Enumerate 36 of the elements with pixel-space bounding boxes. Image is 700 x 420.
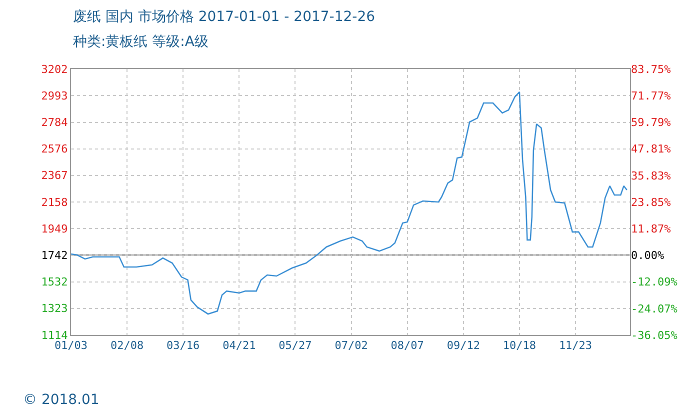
y-tick-label: 1949	[41, 222, 68, 236]
x-tick-label: 07/02	[334, 339, 368, 352]
x-tick-label: 08/07	[390, 339, 424, 352]
y-tick-label: 1114	[41, 328, 68, 342]
y-tick-label: 1742	[41, 248, 68, 262]
y2-tick-label: 0.00%	[631, 248, 664, 262]
y-tick-label: 2784	[41, 116, 68, 130]
x-tick-label: 04/21	[222, 339, 256, 352]
y-tick-label: 2576	[41, 142, 68, 156]
y-tick-label: 2158	[41, 196, 68, 209]
text: © 2018.01	[23, 392, 100, 408]
x-tick-label: 10/18	[502, 339, 536, 352]
y2-tick-label: -12.09%	[631, 276, 678, 289]
y-tick-label: 1323	[41, 302, 68, 316]
x-tick-label: 11/23	[558, 339, 592, 352]
y-tick-label: 3202	[41, 62, 68, 76]
y2-tick-label: -36.05%	[631, 328, 678, 342]
line-series	[71, 91, 628, 315]
y2-tick-label: 23.85%	[631, 196, 672, 209]
chart-subtitle: 种类:黄板纸 等级:A级	[73, 34, 208, 50]
y2-tick-label: 11.87%	[631, 222, 672, 236]
y-tick-label: 2993	[41, 89, 68, 102]
y2-tick-label: 71.77%	[631, 89, 672, 102]
y-tick-label: 2367	[41, 169, 68, 182]
y2-tick-label: 35.83%	[631, 169, 672, 182]
x-tick-label: 09/12	[446, 339, 480, 352]
y2-tick-label: 59.79%	[631, 116, 672, 130]
x-tick-label: 02/08	[110, 339, 144, 352]
y2-tick-label: 83.75%	[631, 62, 672, 76]
x-tick-label: 05/27	[278, 339, 312, 352]
y-tick-label: 1532	[41, 276, 68, 289]
y2-tick-label: -24.07%	[631, 302, 678, 316]
chart-title: 废纸 国内 市场价格 2017-01-01 - 2017-12-26	[73, 9, 376, 25]
y2-tick-label: 47.81%	[631, 142, 672, 156]
x-tick-label: 03/16	[166, 339, 200, 352]
x-tick-label: 01/03	[54, 339, 88, 352]
